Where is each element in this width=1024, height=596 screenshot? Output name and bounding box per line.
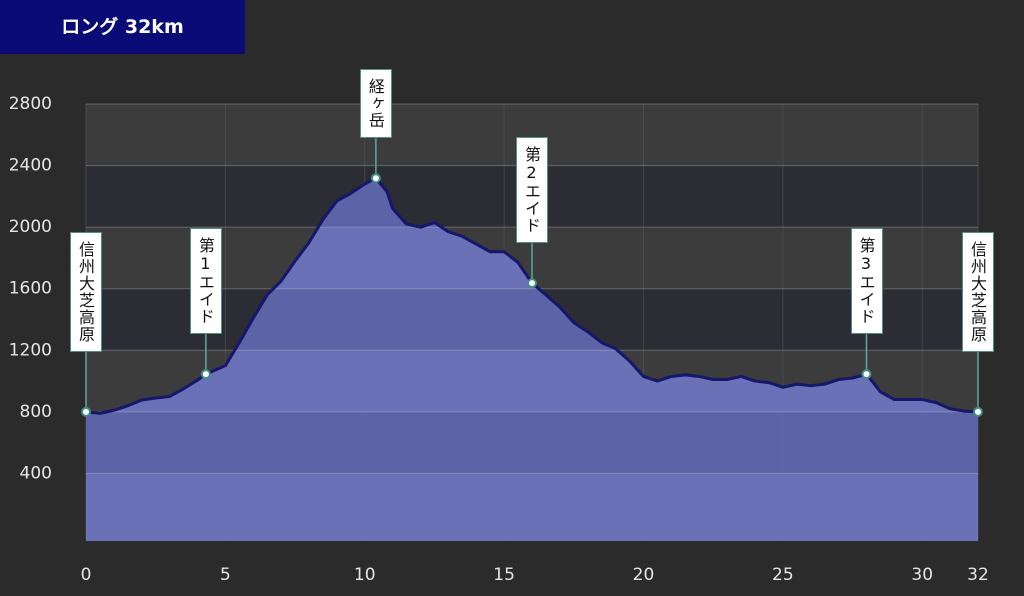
- annotation-marker: [81, 406, 91, 417]
- band-shade: [86, 288, 978, 351]
- x-tick-label: 5: [220, 565, 231, 585]
- y-tick-label: 2000: [9, 217, 52, 237]
- annotation-marker: [973, 406, 983, 417]
- chart-title: ロング 32km: [0, 0, 245, 54]
- x-tick-label: 15: [493, 565, 515, 585]
- y-tick-label: 1600: [9, 279, 52, 299]
- band-shade: [86, 411, 978, 474]
- x-tick-label: 10: [354, 565, 376, 585]
- annotation-label: 第2エイド: [516, 137, 548, 244]
- area-fill: [86, 178, 978, 541]
- annotation-label: 信州大芝高原: [962, 232, 994, 352]
- annotation-label: 第1エイド: [189, 228, 222, 335]
- x-tick-label: 25: [772, 565, 794, 585]
- y-tick-label: 2400: [9, 156, 52, 176]
- annotation-label: 信州大芝高原: [70, 232, 102, 352]
- annotation-marker: [200, 369, 211, 380]
- x-tick-label: 32: [967, 565, 989, 585]
- y-tick-label: 400: [20, 463, 52, 483]
- annotation-label: 経ヶ岳: [359, 69, 392, 139]
- annotation-marker: [370, 173, 381, 184]
- annotation-label: 第3エイド: [850, 228, 883, 335]
- x-tick-label: 0: [81, 565, 92, 585]
- y-tick-label: 1200: [9, 340, 52, 360]
- y-tick-label: 800: [20, 402, 52, 422]
- annotation-marker: [861, 369, 872, 380]
- annotation-marker: [527, 278, 537, 289]
- x-tick-label: 20: [633, 565, 655, 585]
- y-tick-label: 2800: [9, 94, 52, 114]
- x-tick-label: 30: [911, 565, 933, 585]
- elevation-line: [85, 176, 979, 415]
